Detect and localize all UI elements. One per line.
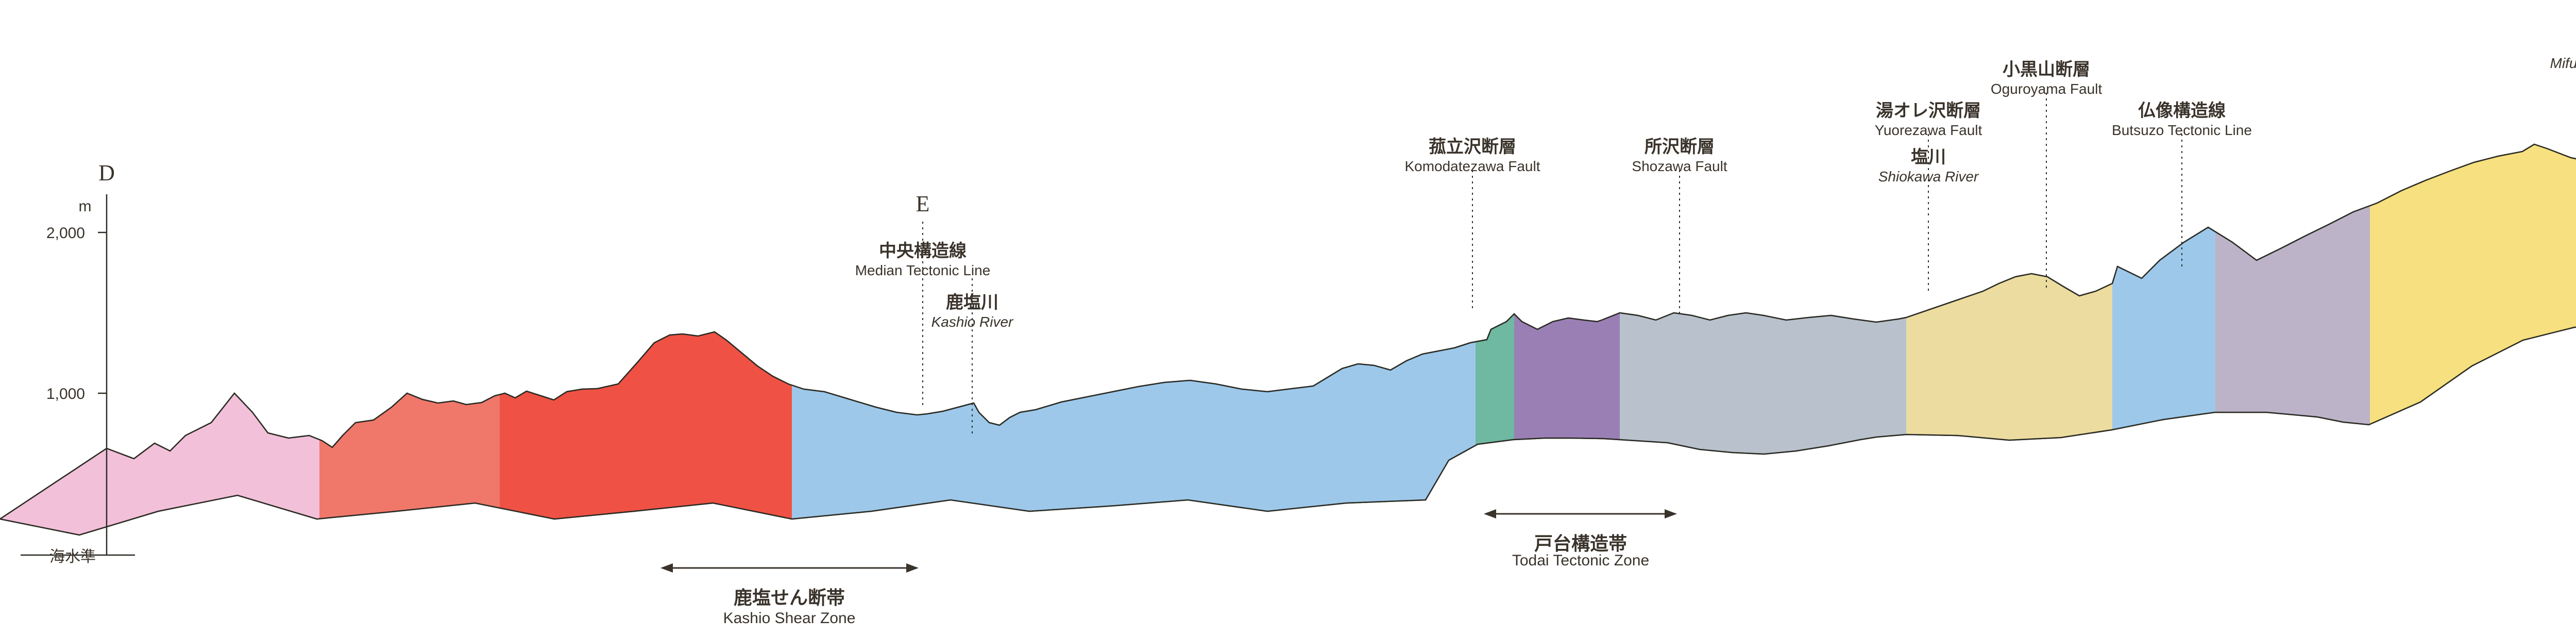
svg-text:Todai Tectonic Zone: Todai Tectonic Zone bbox=[1512, 552, 1649, 569]
svg-text:Yuorezawa Fault: Yuorezawa Fault bbox=[1875, 122, 1982, 138]
svg-text:塩川: 塩川 bbox=[1911, 147, 1946, 167]
svg-text:2,000: 2,000 bbox=[46, 225, 85, 242]
svg-text:鹿塩せん断帯: 鹿塩せん断帯 bbox=[734, 587, 845, 608]
svg-text:鹿塩川: 鹿塩川 bbox=[946, 293, 998, 312]
svg-text:Kashio River: Kashio River bbox=[931, 314, 1014, 330]
svg-text:仏像構造線: 仏像構造線 bbox=[2138, 101, 2226, 121]
svg-text:D: D bbox=[98, 160, 115, 186]
svg-text:m: m bbox=[79, 198, 92, 215]
svg-text:小黒山断層: 小黒山断層 bbox=[2003, 60, 2090, 79]
svg-text:Butsuzo Tectonic Line: Butsuzo Tectonic Line bbox=[2112, 122, 2252, 138]
svg-text:E: E bbox=[916, 191, 930, 216]
svg-text:Oguroyama Fault: Oguroyama Fault bbox=[1991, 81, 2103, 97]
svg-text:所沢断層: 所沢断層 bbox=[1645, 137, 1715, 157]
svg-text:中央構造線: 中央構造線 bbox=[879, 241, 967, 261]
svg-text:Shozawa Fault: Shozawa Fault bbox=[1632, 158, 1727, 174]
svg-text:Shiokawa River: Shiokawa River bbox=[1878, 169, 1979, 185]
svg-text:Mifusezawa River: Mifusezawa River bbox=[2550, 55, 2576, 71]
svg-text:湯オレ沢断層: 湯オレ沢断層 bbox=[1876, 101, 1981, 121]
svg-text:戸台構造帯: 戸台構造帯 bbox=[1534, 533, 1627, 554]
svg-text:Kashio Shear Zone: Kashio Shear Zone bbox=[723, 610, 856, 627]
svg-text:Komodatezawa Fault: Komodatezawa Fault bbox=[1404, 158, 1540, 174]
svg-text:Median Tectonic Line: Median Tectonic Line bbox=[855, 262, 991, 278]
svg-text:海水準: 海水準 bbox=[49, 548, 96, 565]
svg-text:1,000: 1,000 bbox=[46, 386, 85, 403]
svg-text:菰立沢断層: 菰立沢断層 bbox=[1429, 137, 1516, 157]
